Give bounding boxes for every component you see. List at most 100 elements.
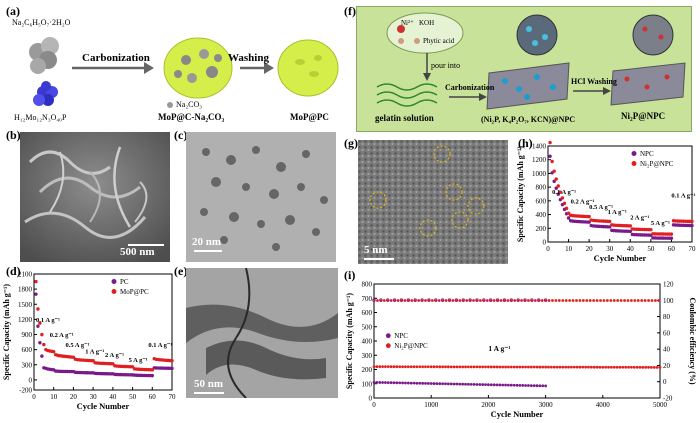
rate-label: 1 A g⁻¹ bbox=[85, 349, 104, 356]
data-point bbox=[552, 179, 556, 184]
capacity-point-npc bbox=[481, 383, 485, 386]
ce-point-ni2p bbox=[465, 299, 469, 302]
x-tick-label: 2000 bbox=[481, 401, 496, 409]
data-point bbox=[550, 159, 554, 164]
capacity-point-ni2p bbox=[635, 365, 639, 369]
scalebar-g: 5 nm bbox=[364, 244, 388, 256]
rate-label: 0.2 A g⁻¹ bbox=[571, 199, 595, 206]
capacity-point-npc bbox=[446, 382, 450, 386]
ce-point-ni2p bbox=[492, 299, 496, 302]
capacity-point-npc bbox=[455, 382, 459, 386]
ce-point-ni2p bbox=[612, 299, 616, 302]
ce-point-npc bbox=[461, 298, 465, 302]
legend-marker bbox=[111, 289, 117, 294]
y-tick-label: 0 bbox=[543, 239, 547, 247]
data-point bbox=[554, 186, 558, 190]
capacity-point-ni2p bbox=[398, 365, 402, 369]
rate-annotation: 1 A g⁻¹ bbox=[488, 344, 510, 353]
capacity-point-npc bbox=[381, 381, 384, 384]
chart-d: 0 10 20 30 40 50 60 70 2100 1800 1500 1200 900 600 300… bbox=[2, 271, 177, 412]
capacity-point-ni2p bbox=[555, 365, 559, 369]
data-point bbox=[587, 214, 591, 219]
ce-point-ni2p bbox=[609, 299, 613, 302]
ce-point-ni2p bbox=[605, 299, 609, 302]
data-point bbox=[649, 227, 653, 232]
panel-label-d: (d) bbox=[6, 264, 21, 278]
capacity-point-ni2p bbox=[378, 365, 382, 369]
rate-label: 0.1 A g⁻¹ bbox=[671, 192, 695, 199]
y-tick-label: 0 bbox=[369, 395, 373, 403]
data-point bbox=[36, 307, 40, 311]
capacity-point-ni2p bbox=[478, 365, 482, 369]
capacity-point-ni2p bbox=[461, 365, 465, 369]
ce-point-ni2p bbox=[616, 299, 620, 302]
tem-image-c: 20 nm bbox=[186, 132, 336, 262]
capacity-point-ni2p bbox=[389, 365, 393, 369]
rate-label: 1 A g⁻¹ bbox=[608, 209, 627, 216]
capacity-point-ni2p bbox=[426, 365, 430, 369]
capacity-point-ni2p bbox=[487, 365, 490, 369]
x-tick-label: 40 bbox=[109, 393, 117, 401]
y-tick-label: 600 bbox=[22, 346, 33, 354]
capacity-point-ni2p bbox=[495, 365, 499, 369]
capacity-point-npc bbox=[398, 381, 402, 385]
capacity-point-ni2p bbox=[601, 365, 605, 369]
capacity-point-ni2p bbox=[581, 365, 585, 369]
capacity-point-ni2p bbox=[621, 365, 625, 369]
data-point bbox=[556, 184, 560, 188]
capacity-point-ni2p bbox=[624, 365, 628, 369]
ce-point-ni2p bbox=[592, 299, 596, 302]
capacity-point-ni2p bbox=[415, 365, 419, 369]
x-tick-label: 20 bbox=[586, 245, 594, 253]
capacity-point-npc bbox=[429, 382, 433, 385]
y-tick-label: 500 bbox=[362, 323, 373, 331]
ce-point-ni2p bbox=[478, 299, 482, 302]
y-tick-label: 2100 bbox=[18, 271, 33, 279]
capacity-point-npc bbox=[475, 383, 479, 386]
capacity-point-npc bbox=[498, 383, 502, 387]
capacity-point-npc bbox=[492, 383, 496, 387]
ce-point-ni2p bbox=[650, 299, 654, 302]
data-point bbox=[628, 224, 632, 228]
capacity-point-npc bbox=[395, 381, 399, 385]
capacity-point-ni2p bbox=[386, 365, 390, 369]
intermediate-f-label: (Ni₂P, K₄P₂O₇, KCN)@NPC bbox=[481, 115, 576, 124]
capacity-point-ni2p bbox=[432, 365, 436, 369]
capacity-point-ni2p bbox=[521, 365, 525, 369]
capacity-point-npc bbox=[507, 383, 510, 387]
capacity-point-ni2p bbox=[384, 365, 387, 369]
capacity-point-ni2p bbox=[564, 365, 568, 369]
ion1-label: Ni²⁺ bbox=[401, 19, 414, 27]
x-tick-label: 3000 bbox=[539, 401, 554, 409]
ce-point-npc bbox=[523, 298, 527, 302]
y-axis-label: Specific Capacity (mAh g⁻¹) bbox=[345, 293, 354, 390]
ce-point-ni2p bbox=[602, 299, 606, 302]
ce-point-npc bbox=[440, 298, 445, 302]
carbonization-f-label: Carbonization bbox=[445, 83, 495, 92]
y-tick-label: 1500 bbox=[18, 301, 33, 309]
ce-point-ni2p bbox=[578, 299, 582, 302]
data-point bbox=[40, 332, 44, 337]
x-tick-label: 70 bbox=[169, 393, 177, 401]
rate-label: 5 A g⁻¹ bbox=[651, 220, 670, 227]
ce-point-ni2p bbox=[520, 299, 523, 302]
rate-label: 0.1 A g⁻¹ bbox=[552, 189, 576, 196]
capacity-point-npc bbox=[541, 384, 545, 388]
ce-point-ni2p bbox=[623, 299, 626, 302]
ce-point-ni2p bbox=[513, 299, 517, 302]
x-tick-label: 30 bbox=[606, 245, 614, 253]
ce-point-npc bbox=[427, 298, 431, 302]
capacity-point-ni2p bbox=[652, 365, 656, 369]
data-point bbox=[560, 196, 565, 200]
capacity-point-ni2p bbox=[452, 365, 456, 369]
capacity-point-ni2p bbox=[484, 365, 487, 369]
capacity-point-ni2p bbox=[609, 365, 613, 369]
data-point bbox=[587, 220, 591, 224]
capacity-point-npc bbox=[532, 384, 536, 388]
ce-point-ni2p bbox=[640, 299, 644, 302]
capacity-point-ni2p bbox=[632, 365, 636, 369]
y-axis-label: Specific Capacity (mAh g⁻¹) bbox=[516, 146, 525, 243]
intermediate-label: MoP@C-Na₂CO₃ bbox=[158, 112, 225, 122]
capacity-point-npc bbox=[452, 382, 456, 386]
x-axis-label: Cycle Number bbox=[594, 253, 647, 263]
